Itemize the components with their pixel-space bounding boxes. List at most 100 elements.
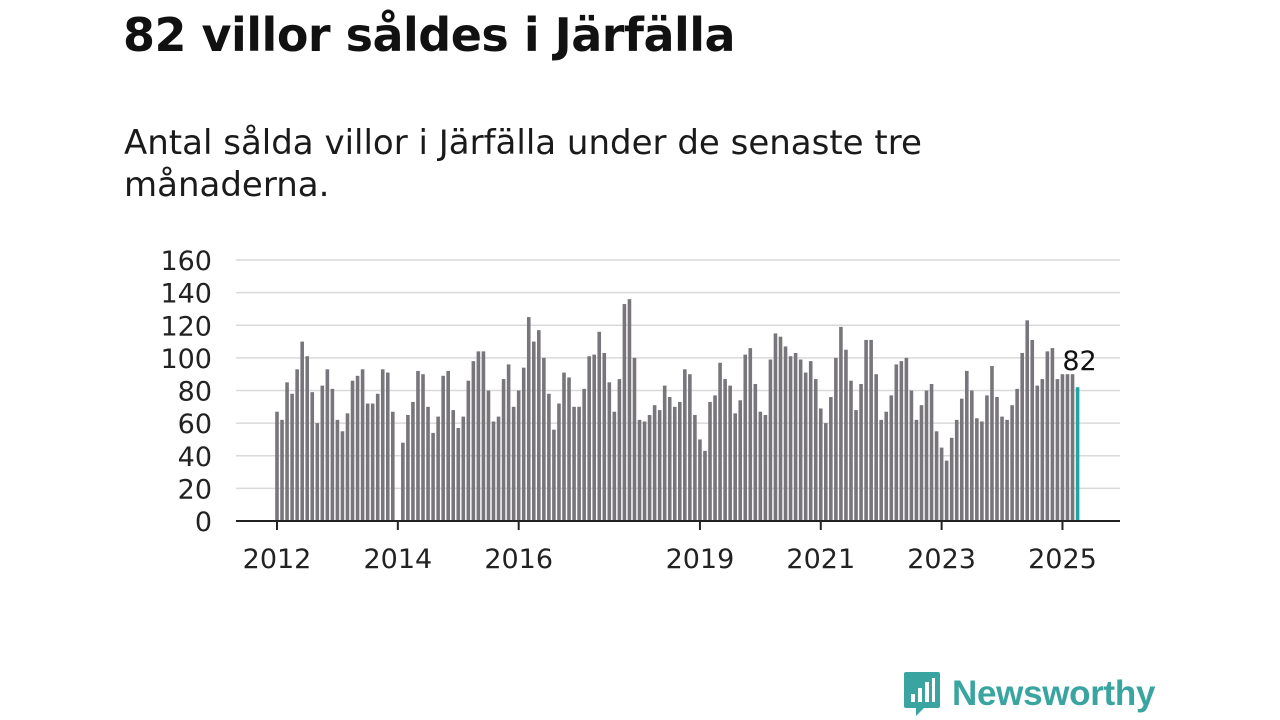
bar xyxy=(617,379,622,521)
y-tick-label: 120 xyxy=(160,311,212,342)
bar xyxy=(562,372,566,521)
bar xyxy=(637,419,642,521)
bar xyxy=(451,410,456,521)
bar xyxy=(894,364,899,521)
x-tick-label: 2014 xyxy=(363,544,432,575)
bar xyxy=(436,416,440,521)
bar xyxy=(1045,351,1050,521)
bar xyxy=(461,416,466,521)
bar xyxy=(632,357,637,521)
x-tick-label: 2016 xyxy=(484,544,553,575)
bar xyxy=(572,406,576,521)
bar xyxy=(939,447,944,521)
bar xyxy=(924,390,929,521)
bar xyxy=(693,414,697,521)
bar xyxy=(275,411,279,521)
bar xyxy=(531,341,536,521)
bar xyxy=(798,359,803,521)
bar xyxy=(345,413,350,521)
bar xyxy=(703,450,707,521)
x-tick-label: 2025 xyxy=(1028,544,1097,575)
x-axis-labels: 2012 2014 2016 2019 2021 2023 2025 xyxy=(243,521,1097,575)
bar xyxy=(834,357,838,521)
bar xyxy=(486,390,491,521)
bar xyxy=(647,414,652,521)
bar xyxy=(526,317,531,521)
bar xyxy=(919,405,924,521)
bar xyxy=(929,383,934,521)
bar xyxy=(411,401,415,521)
bar xyxy=(375,393,380,521)
bar xyxy=(340,431,345,521)
bar xyxy=(718,362,722,521)
bar xyxy=(280,419,284,521)
bar xyxy=(844,349,848,521)
bar xyxy=(990,366,994,521)
bar xyxy=(728,385,732,521)
bar xyxy=(829,397,833,521)
bar xyxy=(365,403,370,521)
bar xyxy=(698,439,702,521)
bar xyxy=(421,374,425,521)
bar xyxy=(587,356,591,521)
bar xyxy=(959,398,964,521)
bar xyxy=(688,374,692,521)
bar xyxy=(401,442,405,521)
highlight-value-label: 82 xyxy=(1062,346,1096,377)
bar xyxy=(889,395,894,521)
bar xyxy=(466,380,471,521)
bar xyxy=(325,369,330,521)
bar xyxy=(1030,339,1035,521)
bar xyxy=(678,401,682,521)
bar xyxy=(300,341,304,521)
bar xyxy=(542,357,546,521)
bar xyxy=(652,405,657,521)
bar xyxy=(667,397,672,521)
bar xyxy=(391,411,395,521)
bar xyxy=(753,383,758,521)
y-tick-label: 40 xyxy=(178,442,212,473)
bar xyxy=(481,351,486,521)
bar xyxy=(1005,419,1009,521)
y-tick-label: 160 xyxy=(160,246,212,277)
bar xyxy=(516,390,521,521)
bar xyxy=(824,423,828,521)
bar xyxy=(970,390,974,521)
bar xyxy=(496,416,501,521)
chart-title: 82 villor såldes i Järfälla xyxy=(123,8,736,62)
bar xyxy=(748,348,753,521)
bar xyxy=(793,352,798,521)
bar xyxy=(1010,405,1014,521)
bar xyxy=(290,393,294,521)
bar xyxy=(385,372,390,521)
bar xyxy=(310,392,315,521)
x-tick-label: 2023 xyxy=(907,544,976,575)
bar xyxy=(1055,379,1060,521)
chart-subtitle: Antal sålda villor i Järfälla under de s… xyxy=(124,123,922,205)
bar xyxy=(657,410,662,521)
bar xyxy=(683,369,687,521)
bar xyxy=(954,419,959,521)
bar xyxy=(315,423,320,521)
bar xyxy=(713,395,717,521)
y-tick-label: 100 xyxy=(160,344,212,375)
y-tick-label: 60 xyxy=(178,409,212,440)
bar xyxy=(360,369,365,521)
bar xyxy=(511,406,516,521)
y-tick-label: 80 xyxy=(178,377,212,408)
bar xyxy=(1065,374,1070,521)
bar xyxy=(602,352,607,521)
bar xyxy=(456,428,461,521)
bar xyxy=(446,370,450,521)
highlight-bar xyxy=(1075,387,1080,521)
bar xyxy=(763,414,768,521)
bar xyxy=(733,413,737,521)
bar xyxy=(642,421,647,521)
newsworthy-logo: Newsworthy xyxy=(902,670,1155,718)
bar xyxy=(904,357,909,521)
bar xyxy=(818,408,823,521)
bar xyxy=(839,326,843,521)
bar xyxy=(964,370,969,521)
bar xyxy=(1020,352,1024,521)
